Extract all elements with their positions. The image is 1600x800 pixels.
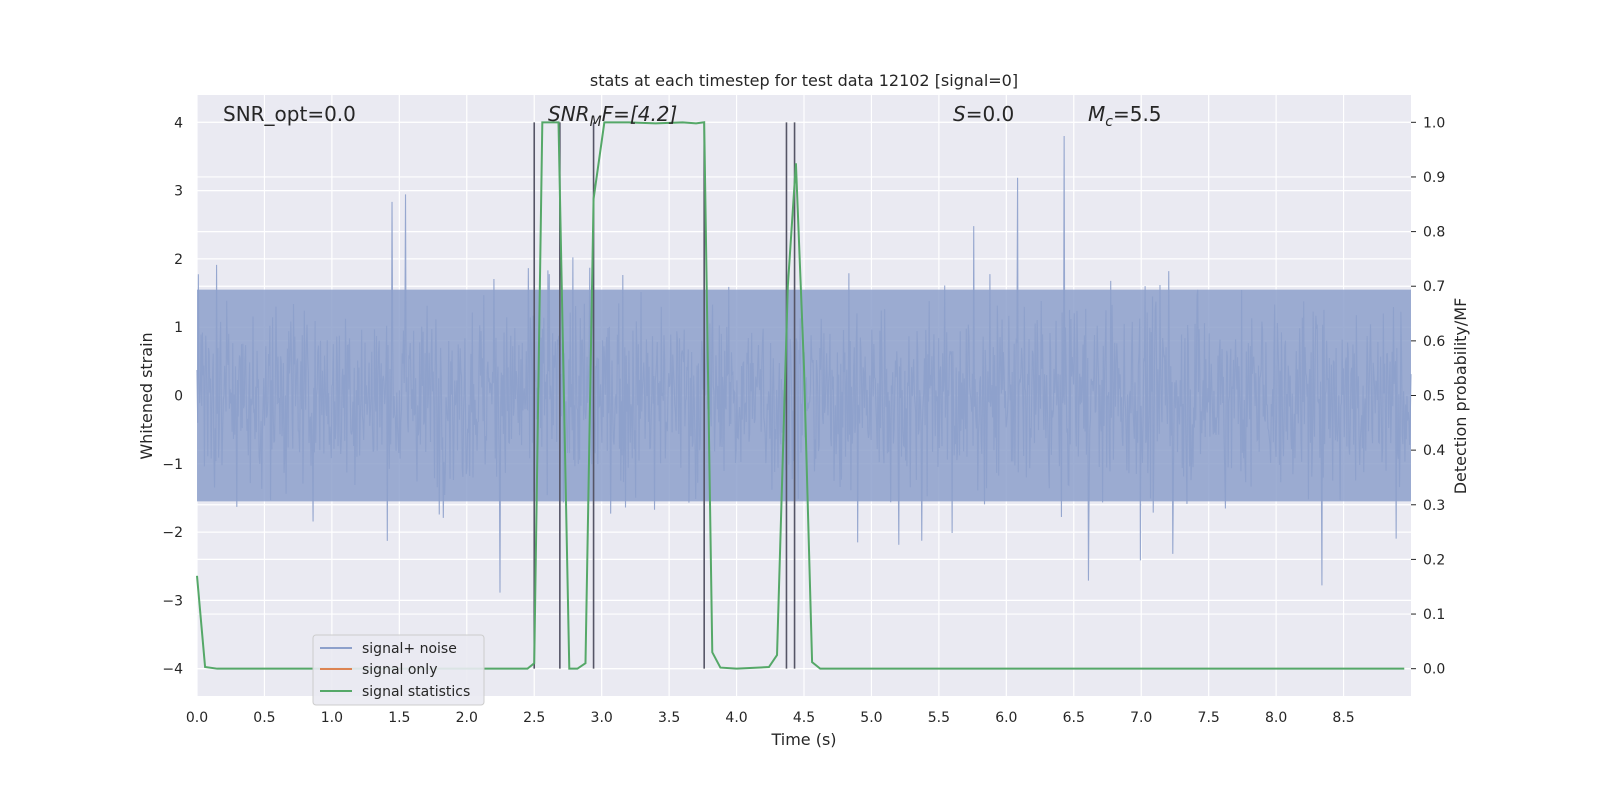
legend-label-signal-only: signal only <box>362 662 437 678</box>
annotation-s-rest: =0.0 <box>966 102 1015 126</box>
y-axis-right-label: Detection probability/MF <box>1451 298 1470 495</box>
annotation-snr-opt: SNR_opt=0.0 <box>223 102 356 126</box>
y-left-tick-label: 1 <box>174 320 183 336</box>
annotation-snr-mf-sub: M <box>590 114 602 130</box>
y-axis-left-label: Whitened strain <box>137 332 156 459</box>
legend-box <box>312 634 485 706</box>
x-tick-label: 8.0 <box>1265 710 1287 726</box>
y-right-tick-label: 0.3 <box>1423 498 1445 514</box>
tick-labels: 0.0 0.5 1.0 1.5 2.0 2.5 3.0 3.5 4.0 4.5 5.0 5.5 6.0 6… <box>162 115 1445 726</box>
y-left-tick-label: −2 <box>162 525 183 541</box>
x-tick-label: 0.0 <box>186 710 208 726</box>
y-right-tick-label: 0.4 <box>1423 443 1445 459</box>
x-tick-label: 0.5 <box>253 710 275 726</box>
x-tick-label: 1.0 <box>321 710 343 726</box>
x-axis-label: Time (s) <box>770 730 836 749</box>
x-tick-label: 8.5 <box>1332 710 1354 726</box>
x-tick-label: 2.0 <box>456 710 478 726</box>
y-right-tick-label: 0.5 <box>1423 389 1445 405</box>
vertical-markers <box>533 122 796 669</box>
y-right-tick-label: 0.9 <box>1423 170 1445 186</box>
x-tick-label: 1.5 <box>388 710 410 726</box>
x-tick-label: 2.5 <box>523 710 545 726</box>
annotation-mc-main: M <box>1088 102 1105 126</box>
x-tick-label: 6.5 <box>1063 710 1085 726</box>
y-left-tick-label: −1 <box>162 457 183 473</box>
y-left-tick-label: 4 <box>174 115 183 131</box>
y-right-tick-label: 0.1 <box>1423 607 1445 623</box>
annotation-mc-sub: c <box>1105 114 1113 130</box>
y-right-tick-label: 0.2 <box>1423 552 1445 568</box>
legend-label-signal-noise: signal+ noise <box>362 641 457 657</box>
y-left-tick-label: 0 <box>174 389 183 405</box>
annotation-s: S=0.0 <box>953 102 1014 126</box>
annotation-snr-mf-main: SNR <box>548 102 590 126</box>
legend: signal+ noise signal only signal statist… <box>312 634 485 706</box>
annotation-mc: Mc=5.5 <box>1088 102 1162 130</box>
annotation-s-main: S <box>953 102 966 126</box>
annotation-snr-mf: SNRMF=[4.2] <box>548 102 677 130</box>
x-tick-label: 4.0 <box>725 710 747 726</box>
x-tick-label: 5.0 <box>860 710 882 726</box>
x-tick-label: 3.0 <box>591 710 613 726</box>
y-right-tick-label: 0.7 <box>1423 279 1445 295</box>
x-tick-label: 7.0 <box>1130 710 1152 726</box>
y-right-tick-label: 0.0 <box>1423 662 1445 678</box>
annotation-snr-mf-rest: F=[4.2] <box>602 102 678 126</box>
x-tick-label: 3.5 <box>658 710 680 726</box>
x-tick-label: 7.5 <box>1198 710 1220 726</box>
y-left-tick-label: 3 <box>174 184 183 200</box>
y-right-tick-label: 1.0 <box>1423 115 1445 131</box>
y-left-tick-label: 2 <box>174 252 183 268</box>
y-left-tick-label: −4 <box>162 662 183 678</box>
y-left-tick-label: −3 <box>162 593 183 609</box>
chart-title: stats at each timestep for test data 121… <box>590 71 1018 90</box>
x-tick-label: 6.0 <box>995 710 1017 726</box>
legend-label-signal-statistics: signal statistics <box>362 684 470 700</box>
x-tick-label: 5.5 <box>928 710 950 726</box>
y-right-tick-label: 0.8 <box>1423 225 1445 241</box>
annotation-mc-rest: =5.5 <box>1113 102 1162 126</box>
x-tick-label: 4.5 <box>793 710 815 726</box>
y-right-tick-label: 0.6 <box>1423 334 1445 350</box>
